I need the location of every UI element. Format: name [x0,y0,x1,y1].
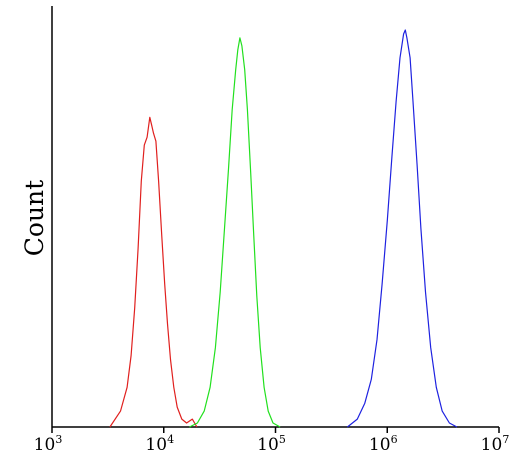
x-tick-label-4: 107 [481,433,510,455]
x-tick-label-3: 106 [369,433,398,455]
histogram-series-0 [109,116,198,428]
histogram-series-1 [189,37,281,428]
y-axis-title: Count [20,180,49,256]
x-tick-label-0: 103 [34,433,63,455]
x-tick-label-2: 105 [257,433,286,455]
plot-area: 103 104 105 106 107 [34,6,510,455]
x-tick-label-1: 104 [145,433,174,455]
histogram-series-2 [347,29,458,428]
